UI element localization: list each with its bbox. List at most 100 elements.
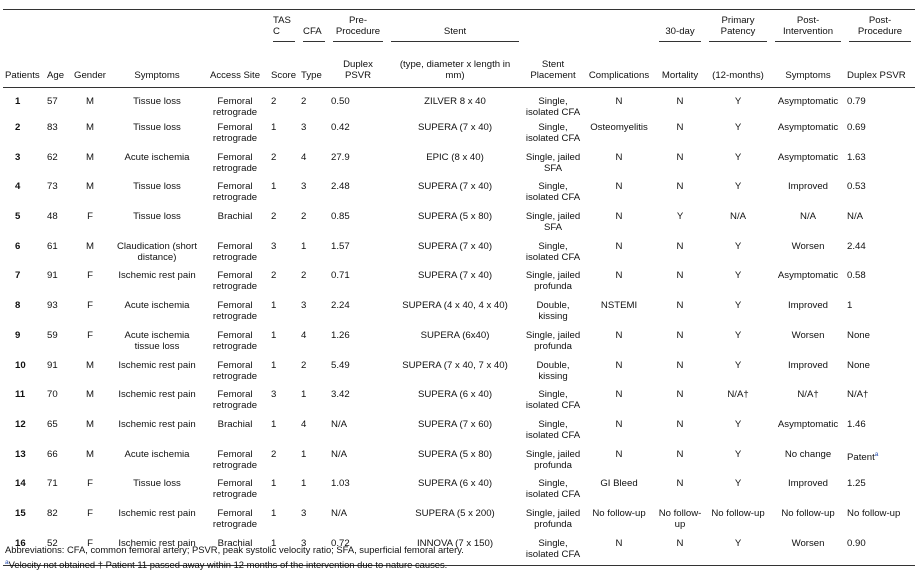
table-cell: N bbox=[583, 179, 655, 209]
table-cell: 0.79 bbox=[845, 88, 915, 121]
table-cell: F bbox=[67, 506, 113, 536]
cell-text: Femoral retrograde bbox=[212, 359, 258, 382]
cell-text: Ischemic rest pain bbox=[118, 507, 196, 519]
table-cell: 71 bbox=[45, 476, 67, 506]
table-cell: Y bbox=[705, 328, 771, 358]
table-cell: Ischemic rest pain bbox=[113, 535, 201, 566]
table-cell: SUPERA (7 x 40) bbox=[387, 179, 523, 209]
cell-text: N bbox=[676, 418, 684, 430]
table-cell: 1 bbox=[845, 298, 915, 328]
table-cell: 3 bbox=[299, 179, 329, 209]
cell-text: N bbox=[676, 122, 684, 133]
table-cell: Ischemic rest pain bbox=[113, 387, 201, 417]
cell-text: No change bbox=[784, 448, 832, 460]
cell-text: 0.85 bbox=[331, 211, 350, 223]
cell-text: N bbox=[615, 211, 623, 223]
table-cell: Worsen bbox=[771, 535, 846, 566]
cell-text: Y bbox=[734, 537, 742, 549]
table-cell: 4 bbox=[299, 417, 329, 447]
cell-text: 3 bbox=[271, 389, 277, 401]
cell-text: 5.49 bbox=[331, 359, 350, 371]
cell-text: Y bbox=[734, 329, 742, 341]
table-cell: M bbox=[67, 150, 113, 180]
cell-text: 0.72 bbox=[331, 537, 350, 549]
cell-text: Brachial bbox=[217, 537, 253, 549]
cell-text: N bbox=[615, 448, 623, 460]
cell-text: Y bbox=[734, 359, 742, 371]
cell-text: Femoral retrograde bbox=[212, 507, 258, 530]
cell-text: Brachial bbox=[217, 418, 253, 430]
cell-text: 52 bbox=[47, 537, 58, 549]
cell-text: Y bbox=[734, 151, 742, 163]
table-cell: Acute ischemia tissue loss bbox=[113, 328, 201, 358]
cell-text: 3 bbox=[301, 122, 307, 133]
table-cell: Improved bbox=[771, 476, 845, 506]
column-header: Duplex PSVR bbox=[329, 47, 388, 88]
table-cell: Worsen bbox=[771, 328, 845, 358]
table-cell: 1 bbox=[299, 476, 329, 506]
cell-text: F bbox=[87, 300, 93, 312]
cell-text: 1 bbox=[271, 122, 277, 133]
table-cell: Single, isolated CFA bbox=[523, 476, 583, 506]
column-header: Mortality bbox=[655, 47, 706, 88]
table-cell: SUPERA (7 x 40) bbox=[387, 120, 523, 150]
table-cell: 7 bbox=[3, 268, 45, 298]
cell-text: N bbox=[676, 300, 684, 312]
cell-text: Worsen bbox=[791, 329, 825, 341]
table-row: 7 91 F Ischemic rest pain Femoral retrograde… bbox=[3, 268, 915, 298]
table-cell: Asymptomatic bbox=[771, 88, 845, 121]
cell-text: No follow-up bbox=[847, 507, 901, 519]
cell-text: No follow-up bbox=[781, 507, 835, 519]
cell-text: N bbox=[676, 537, 684, 549]
table-cell: 73 bbox=[45, 179, 67, 209]
table-cell: N bbox=[655, 298, 705, 328]
cell-text: 2.44 bbox=[847, 240, 866, 252]
cell-text: Single, jailed profunda bbox=[525, 329, 581, 352]
table-cell: 82 bbox=[45, 506, 67, 536]
cell-text: Y bbox=[734, 96, 742, 107]
table-cell: 1 bbox=[269, 328, 299, 358]
table-cell: Brachial bbox=[201, 417, 269, 447]
cell-text: Worsen bbox=[791, 240, 825, 252]
cell-text: Asymptomatic bbox=[777, 96, 839, 107]
cell-text: 65 bbox=[47, 418, 58, 430]
table-cell: N bbox=[655, 387, 705, 417]
cell-text: Single, isolated CFA bbox=[525, 537, 581, 560]
cell-text: Y bbox=[734, 270, 742, 282]
cell-text: N bbox=[676, 240, 684, 252]
cell-text: INNOVA (7 x 150) bbox=[416, 537, 494, 549]
cell-text: 3 bbox=[301, 181, 307, 193]
column-header: Patients bbox=[3, 47, 45, 88]
table-cell: N bbox=[583, 268, 655, 298]
cell-text: Tissue loss bbox=[133, 122, 181, 133]
cell-text: Acute ischemia bbox=[124, 300, 190, 312]
table-cell: Femoral retrograde bbox=[201, 88, 269, 121]
table-cell: SUPERA (4 x 40, 4 x 40) bbox=[387, 298, 523, 328]
cell-text: 3 bbox=[301, 507, 307, 519]
column-header: (type, diameter x length in mm) bbox=[387, 47, 524, 88]
table-cell: 57 bbox=[45, 88, 67, 121]
table-cell: 91 bbox=[45, 358, 67, 388]
header-group-post-procedure: Post-Procedure bbox=[845, 10, 915, 48]
cell-text: N bbox=[615, 270, 623, 282]
table-cell: None bbox=[845, 358, 915, 388]
header-group-tasc: TASC bbox=[269, 10, 299, 48]
table-cell: INNOVA (7 x 150) bbox=[387, 535, 524, 566]
cell-text: 57 bbox=[47, 96, 58, 107]
cell-text: F bbox=[87, 211, 93, 223]
column-header: Age bbox=[45, 47, 67, 88]
table-cell: Femoral retrograde bbox=[201, 268, 269, 298]
cell-text: Femoral retrograde bbox=[212, 300, 258, 323]
cell-text: 2.24 bbox=[331, 300, 350, 312]
table-cell: N bbox=[583, 209, 655, 239]
table-cell: F bbox=[67, 298, 113, 328]
table-cell: 8 bbox=[3, 298, 45, 328]
table-cell: SUPERA (6 x 40) bbox=[387, 476, 523, 506]
table-cell: 5.49 bbox=[329, 358, 387, 388]
table-cell: 14 bbox=[3, 476, 45, 506]
table-cell: N bbox=[655, 328, 705, 358]
table-cell: Ischemic rest pain bbox=[113, 417, 201, 447]
cell-text: 1.46 bbox=[847, 418, 866, 430]
table-cell: Femoral retrograde bbox=[201, 476, 269, 506]
cell-text: N bbox=[615, 151, 623, 163]
